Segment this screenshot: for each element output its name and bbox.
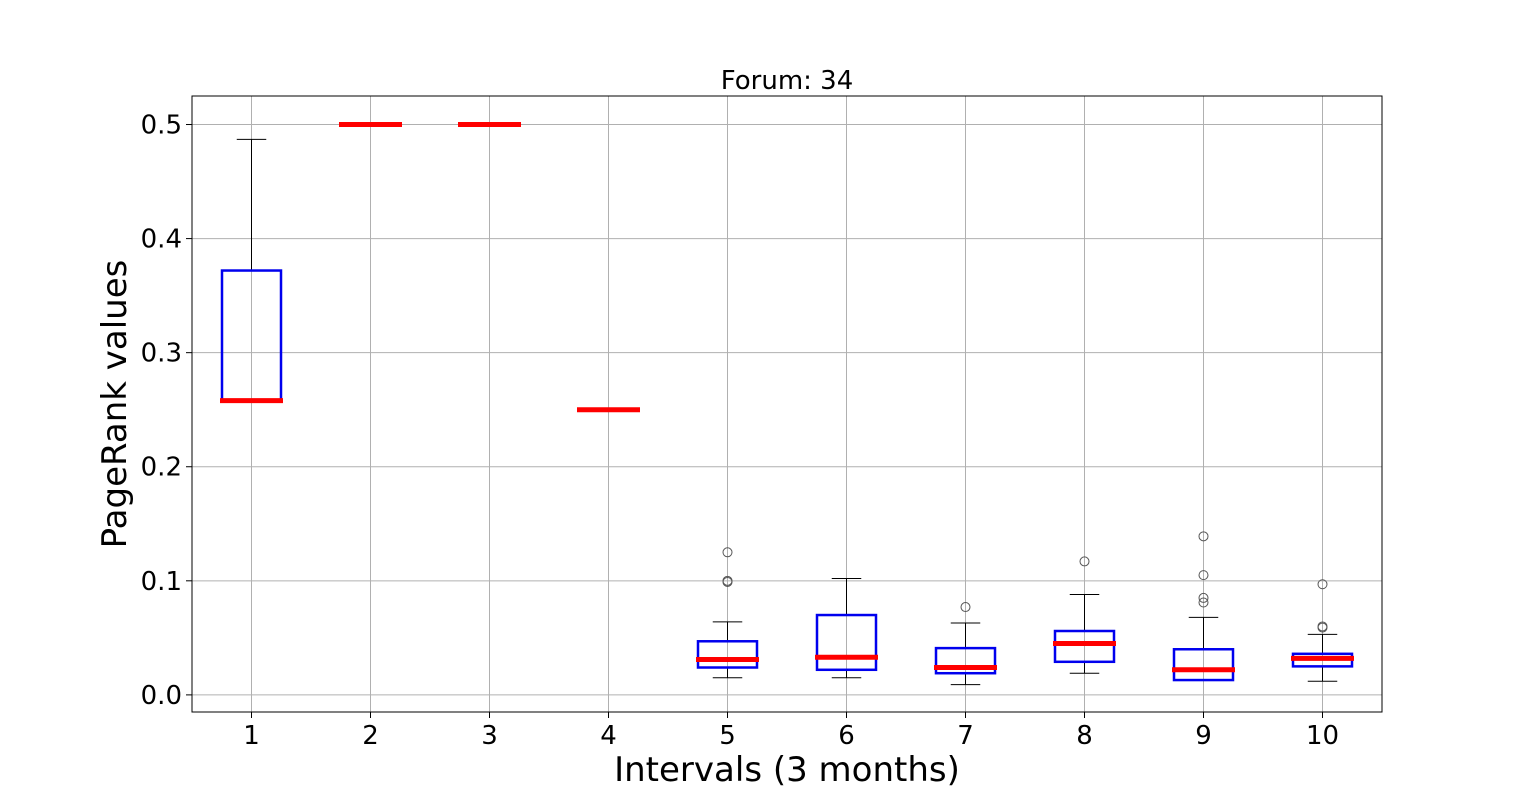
x-tick-label: 6: [838, 721, 855, 751]
outlier-point: [722, 547, 733, 558]
outlier-point: [1317, 621, 1328, 632]
x-tick-label: 4: [600, 721, 617, 751]
x-tick-label: 7: [957, 721, 974, 751]
tick-marks: 0.0 0.1 0.2 0.3 0.4 0.5 1 2 3 4 5 6 7 8 9 10: [141, 111, 1339, 751]
outlier-point: [1079, 556, 1090, 567]
outlier-point: [1198, 531, 1209, 542]
y-tick-label: 0.3: [141, 339, 182, 369]
y-tick-label: 0.0: [141, 681, 182, 711]
y-tick-label: 0.5: [141, 111, 182, 141]
y-tick-label: 0.4: [141, 225, 182, 255]
y-tick-label: 0.2: [141, 453, 182, 483]
plot-frame: [191, 95, 1383, 713]
box: [1053, 629, 1116, 664]
outlier-point: [1317, 579, 1328, 590]
outlier-point: [722, 575, 733, 586]
box: [934, 646, 997, 675]
y-tick-label: 0.1: [141, 567, 182, 597]
x-tick-label: 1: [243, 721, 260, 751]
chart-title: Forum: 34: [721, 66, 854, 96]
outlier-point: [1198, 570, 1209, 581]
box: [696, 640, 759, 669]
box: [815, 613, 878, 672]
outlier-point: [960, 602, 971, 613]
plot-area: [220, 122, 1354, 686]
x-axis-label: Intervals (3 months): [614, 750, 960, 790]
x-tick-label: 9: [1195, 721, 1212, 751]
x-tick-label: 8: [1076, 721, 1093, 751]
outlier-point: [1198, 592, 1209, 603]
box: [1172, 648, 1235, 682]
x-tick-label: 2: [362, 721, 379, 751]
outlier-point: [1198, 597, 1209, 608]
x-tick-label: 10: [1306, 721, 1339, 751]
y-axis-label: PageRank values: [95, 260, 135, 549]
x-tick-label: 3: [481, 721, 498, 751]
x-tick-label: 5: [719, 721, 736, 751]
